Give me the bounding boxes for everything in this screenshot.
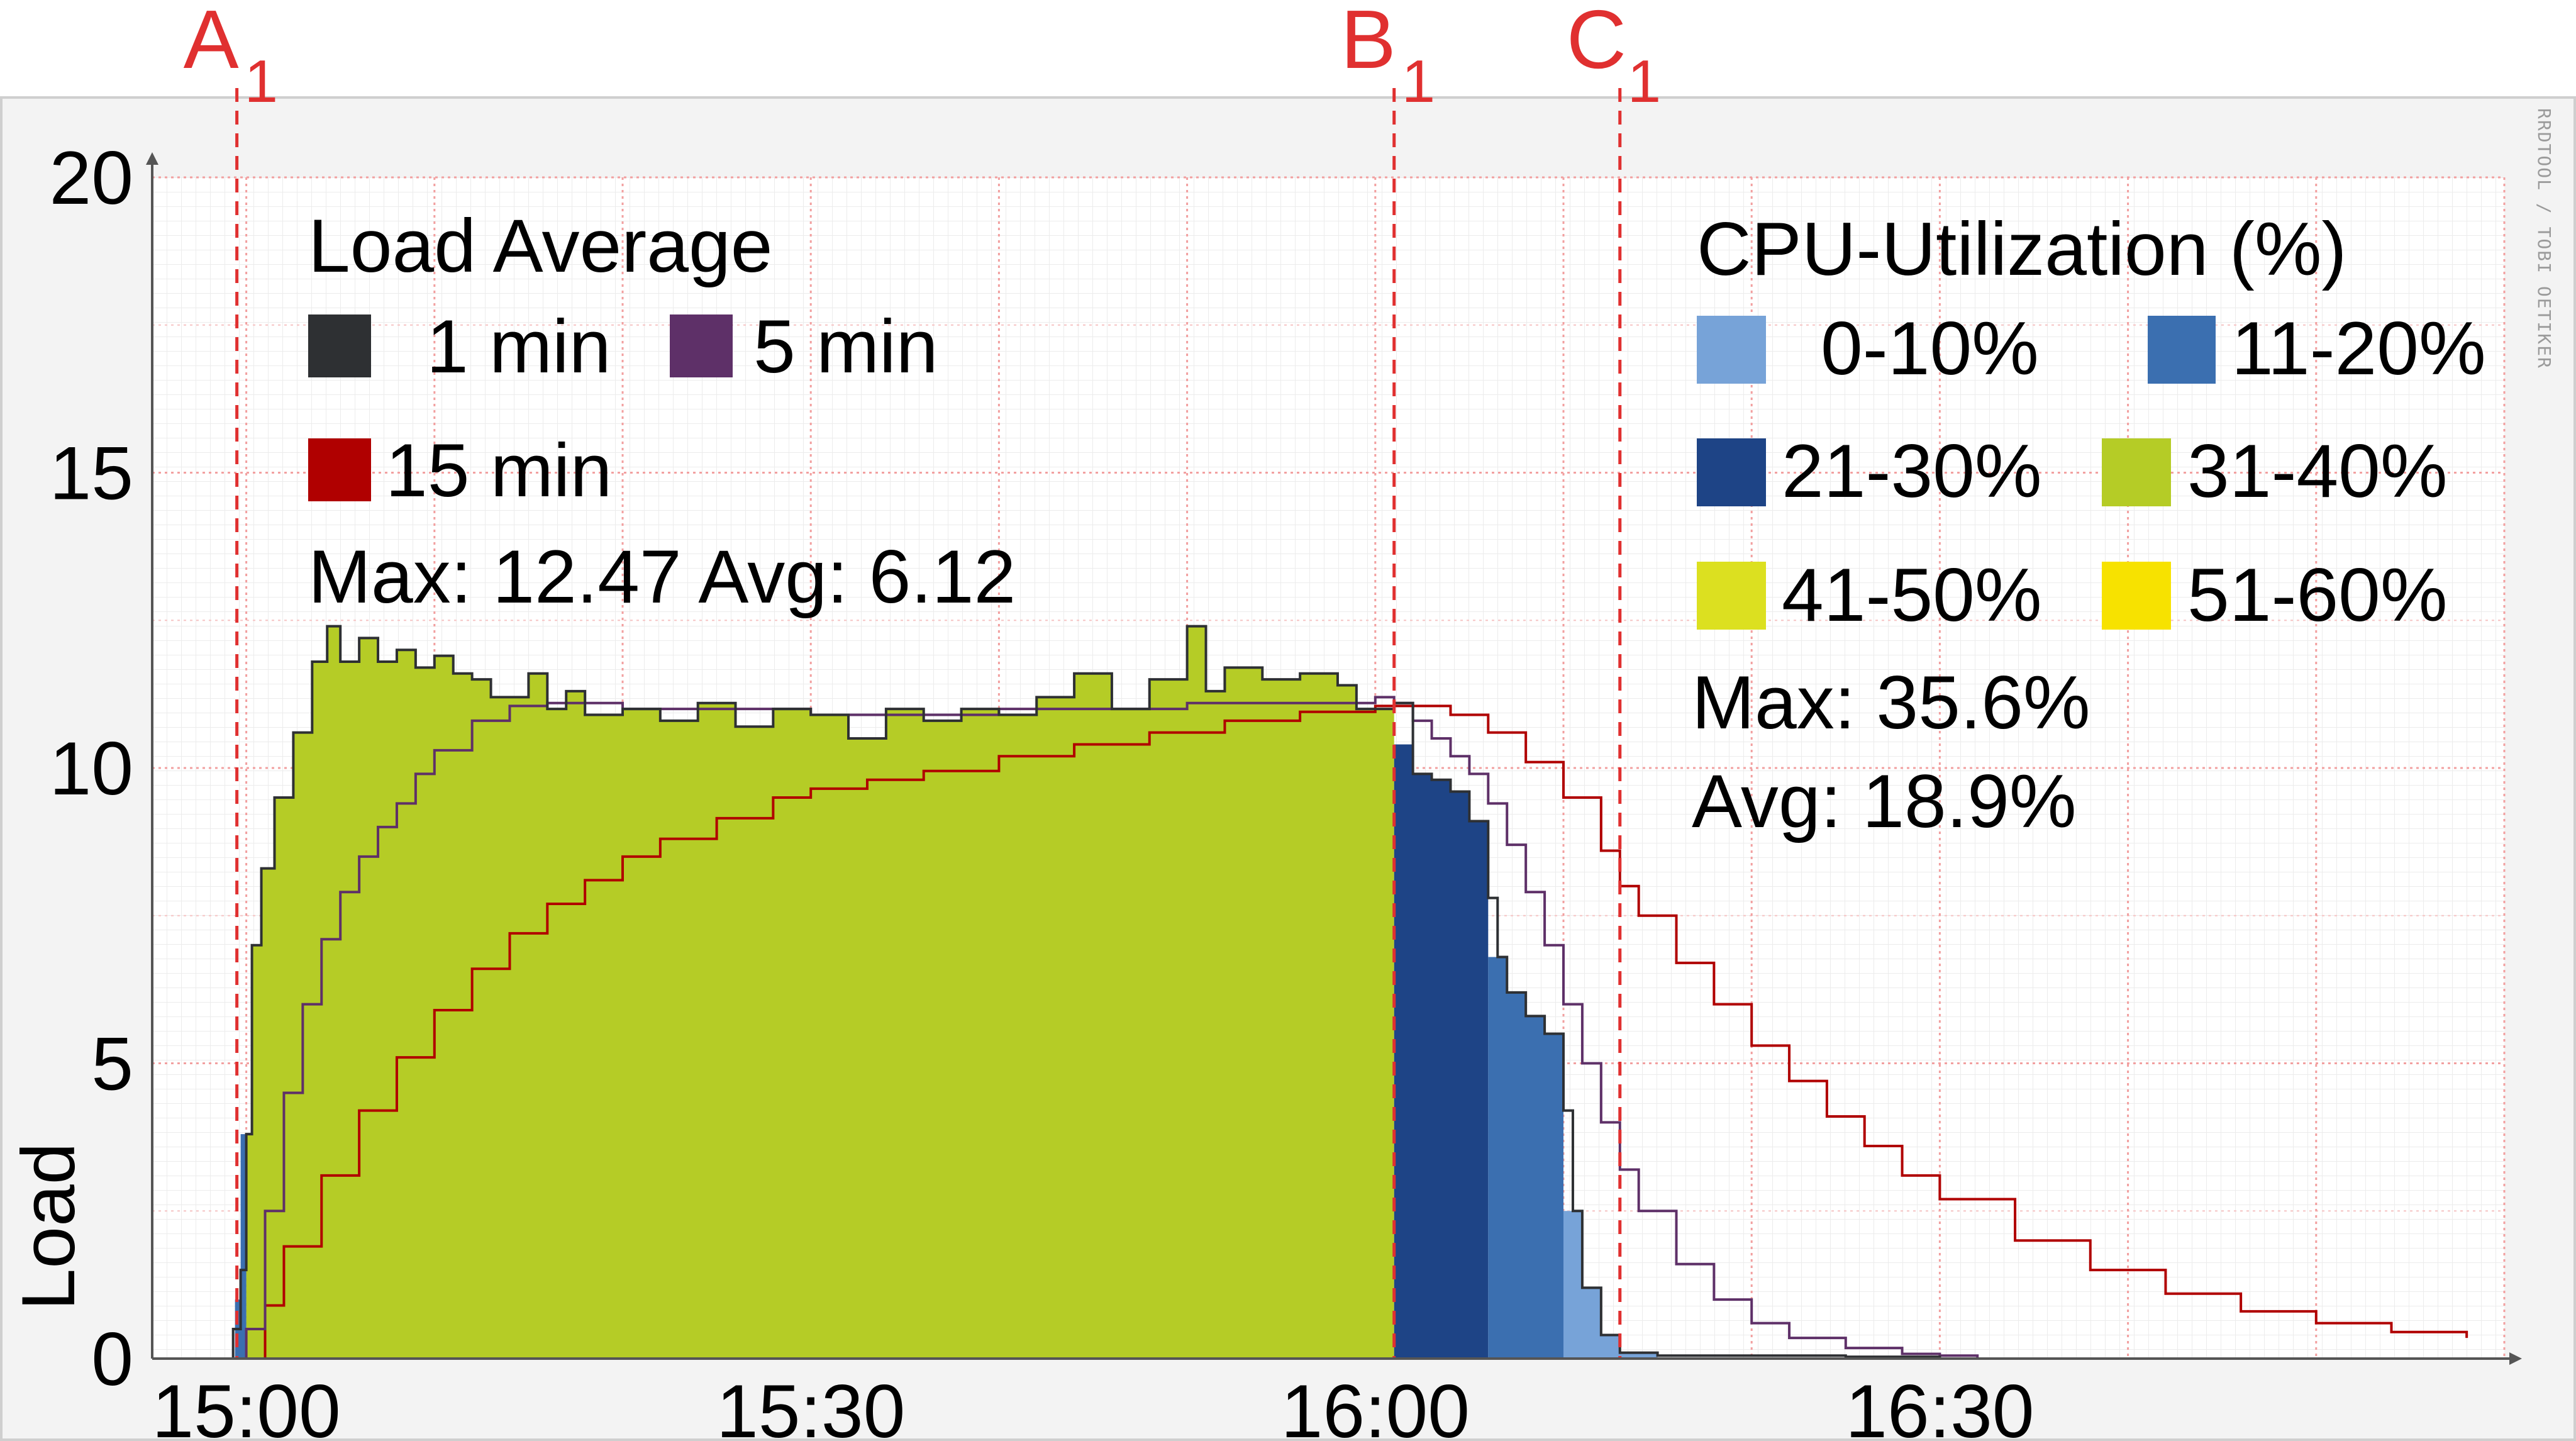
y-tick-labels: 0 5 10 15 20 (50, 136, 133, 1401)
y-tick-label: 5 (91, 1022, 133, 1106)
legend-swatch-cpu-31-40 (2102, 438, 2171, 506)
legend-swatch-cpu-11-20 (2148, 316, 2216, 384)
legend-label-cpu-31-40: 31-40% (2187, 429, 2448, 513)
marker-subscript-B: 1 (1402, 48, 1435, 115)
y-axis-arrow-icon (146, 152, 158, 165)
legend-swatch-cpu-21-30 (1697, 438, 1766, 506)
cpu-area-0-10 (1563, 1211, 1658, 1359)
legend-label-15min: 15 min (386, 428, 612, 513)
load-line-15-min (152, 704, 2468, 1360)
legend-label-cpu-51-60: 51-60% (2187, 553, 2448, 637)
cpu-utilization-areas (227, 626, 1658, 1359)
x-axis-arrow-icon (2509, 1352, 2522, 1365)
y-tick-label: 15 (50, 431, 133, 516)
legend-swatch-cpu-41-50 (1697, 562, 1766, 630)
y-axis-label: Load (6, 1143, 91, 1311)
cpu-area-21-30 (1394, 744, 1489, 1359)
legend-swatch-cpu-0-10 (1697, 316, 1766, 384)
legend-label-5min: 5 min (753, 304, 938, 389)
load-stats: Max: 12.47 Avg: 6.12 (308, 535, 1016, 619)
load-average-legend: Load Average 1 min 5 min 15 min Max: 12.… (308, 204, 1016, 619)
legend-swatch-5min (670, 314, 733, 377)
load-average-lines (152, 625, 2468, 1360)
load-legend-title: Load Average (308, 204, 772, 288)
x-tick-label: 16:00 (1281, 1369, 1470, 1441)
marker-subscript-C: 1 (1628, 48, 1661, 115)
marker-subscript-A: 1 (245, 48, 278, 115)
marker-label-A: A (184, 0, 239, 86)
cpu-area-11-20 (1488, 957, 1563, 1359)
x-tick-label: 16:30 (1845, 1369, 2034, 1441)
legend-label-cpu-21-30: 21-30% (1782, 429, 2042, 513)
marker-label-C: C (1567, 0, 1626, 86)
load-line-1-min (152, 625, 1941, 1360)
x-tick-label: 15:30 (716, 1369, 905, 1441)
legend-swatch-cpu-51-60 (2102, 562, 2171, 630)
cpu-utilization-legend: CPU-Utilization (%) 0-10% 11-20% 21-30% … (1692, 207, 2486, 843)
watermark: RRDTOOL / TOBI OETIKER (2534, 108, 2555, 369)
y-tick-label: 20 (50, 136, 133, 220)
x-tick-label: 15:00 (152, 1369, 340, 1441)
cpu-stats-max: Max: 35.6% (1692, 660, 2090, 745)
legend-swatch-1min (308, 314, 371, 377)
cpu-area-31-40 (246, 626, 1394, 1359)
y-tick-label: 10 (50, 726, 133, 811)
load-line-5-min (152, 696, 1979, 1360)
x-tick-labels: 15:00 15:30 16:00 16:30 (152, 1369, 2034, 1441)
legend-label-cpu-0-10: 0-10% (1821, 306, 2039, 391)
legend-label-1min: 1 min (426, 304, 611, 389)
legend-label-cpu-41-50: 41-50% (1782, 553, 2042, 637)
legend-swatch-15min (308, 438, 371, 501)
cpu-legend-title: CPU-Utilization (%) (1697, 207, 2346, 291)
legend-label-cpu-11-20: 11-20% (2231, 306, 2486, 391)
cpu-stats-avg: Avg: 18.9% (1692, 759, 2077, 843)
y-tick-label: 0 (91, 1317, 133, 1401)
marker-label-B: B (1341, 0, 1396, 86)
